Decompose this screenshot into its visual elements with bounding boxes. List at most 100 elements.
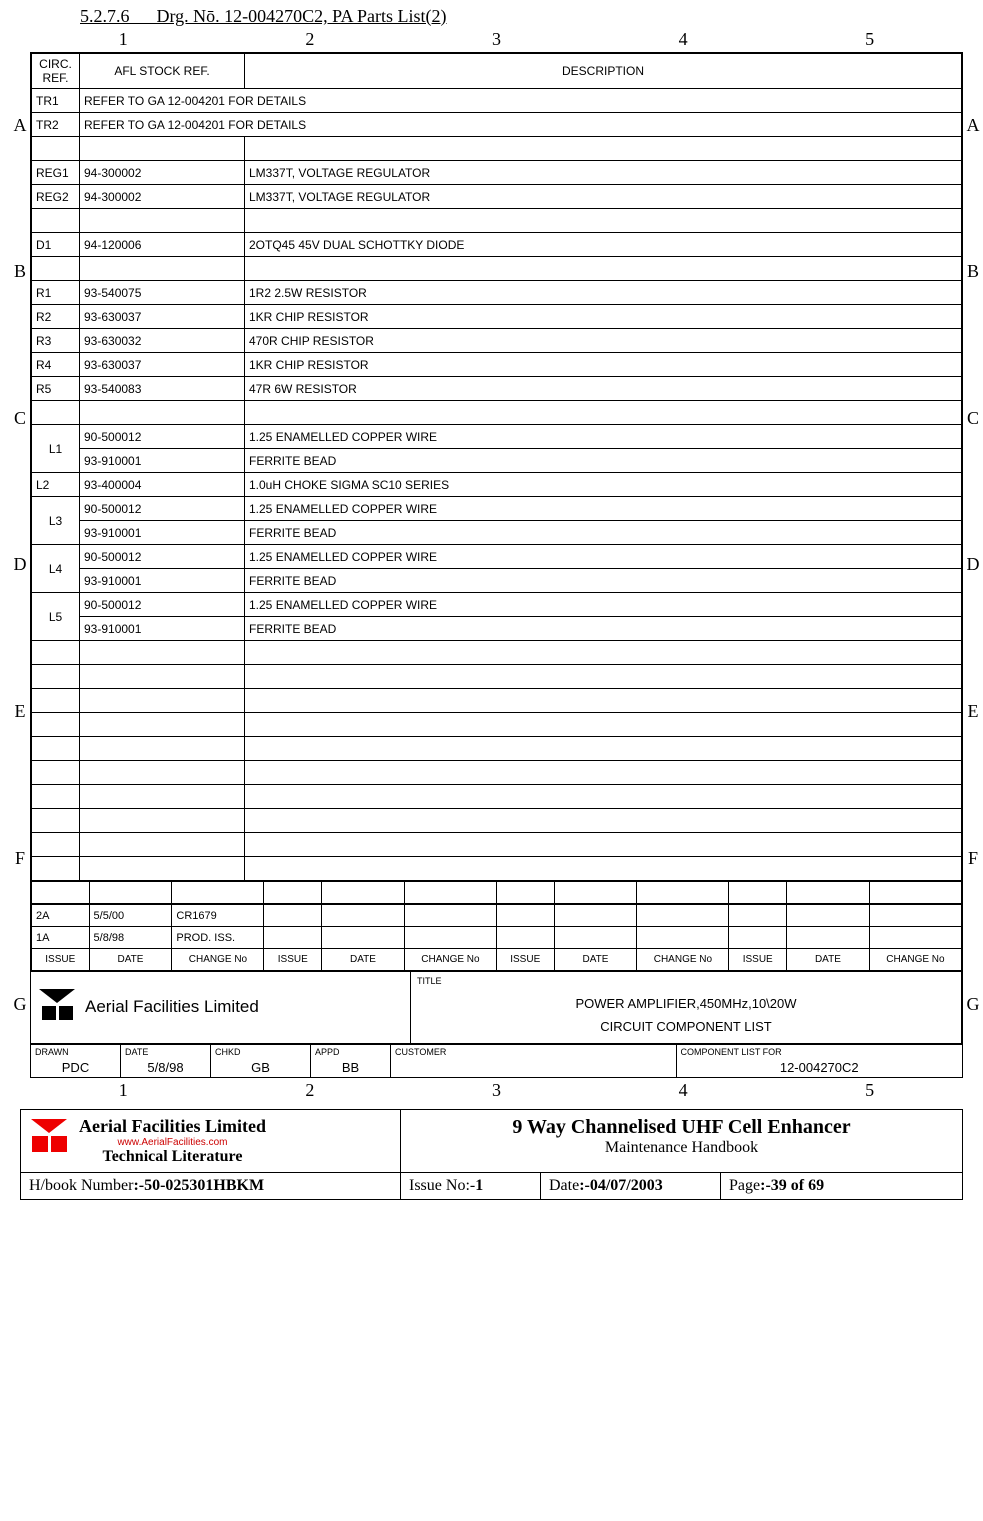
col-marker: 2 — [217, 1080, 404, 1101]
header-afl: AFL STOCK REF. — [80, 54, 245, 89]
afl-cell: 90-500012 — [80, 593, 245, 617]
footer-block: Aerial Facilities Limited www.AerialFaci… — [20, 1109, 963, 1200]
afl-cell — [80, 809, 245, 833]
col-markers-top: 12345 — [30, 29, 963, 50]
footer-company-2: Technical Literature — [79, 1148, 266, 1166]
circ-ref-cell — [32, 713, 80, 737]
afl-cell — [80, 401, 245, 425]
desc-cell: 1.25 ENAMELLED COPPER WIRE — [245, 497, 962, 521]
desc-cell — [245, 809, 962, 833]
row-marker: F — [12, 785, 28, 932]
footer-logo-cell: Aerial Facilities Limited www.AerialFaci… — [21, 1110, 401, 1172]
circ-ref-cell: L3 — [32, 497, 80, 545]
desc-cell: LM337T, VOLTAGE REGULATOR — [245, 161, 962, 185]
afl-cell: 94-300002 — [80, 185, 245, 209]
circ-ref-cell — [32, 857, 80, 881]
chkd-cell: CHKDGB — [211, 1045, 311, 1077]
afl-cell — [80, 137, 245, 161]
col-marker: 5 — [776, 29, 963, 50]
table-row: R293-6300371KR CHIP RESISTOR — [32, 305, 962, 329]
desc-cell: LM337T, VOLTAGE REGULATOR — [245, 185, 962, 209]
col-marker: 3 — [403, 29, 590, 50]
footer-company-1: Aerial Facilities Limited — [79, 1116, 266, 1137]
rev-cell: PROD. ISS. — [172, 927, 264, 949]
circ-ref-cell — [32, 809, 80, 833]
rev-cell — [89, 882, 172, 904]
desc-cell: 470R CHIP RESISTOR — [245, 329, 962, 353]
appd-cell: APPDBB — [311, 1045, 391, 1077]
desc-cell — [245, 857, 962, 881]
circ-ref-cell: R4 — [32, 353, 80, 377]
desc-cell — [245, 665, 962, 689]
rev-cell — [496, 905, 554, 927]
table-row: TR2REFER TO GA 12-004201 FOR DETAILS — [32, 113, 962, 137]
circ-ref-cell — [32, 401, 80, 425]
table-row — [32, 257, 962, 281]
desc-cell: 1.25 ENAMELLED COPPER WIRE — [245, 545, 962, 569]
table-row: R493-6300371KR CHIP RESISTOR — [32, 353, 962, 377]
circ-ref-cell — [32, 665, 80, 689]
afl-cell — [80, 257, 245, 281]
date-cell: DATE5/8/98 — [121, 1045, 211, 1077]
rev-header-cell: DATE — [554, 949, 637, 971]
table-row — [32, 137, 962, 161]
rev-cell — [264, 882, 322, 904]
desc-cell — [245, 137, 962, 161]
table-row: 93-910001FERRITE BEAD — [32, 521, 962, 545]
rev-header-cell: ISSUE — [32, 949, 90, 971]
desc-cell — [245, 713, 962, 737]
rev-cell — [496, 927, 554, 949]
row-marker: F — [965, 785, 981, 932]
row-marker: D — [12, 492, 28, 639]
row-marker: B — [965, 199, 981, 346]
table-row: 93-910001FERRITE BEAD — [32, 449, 962, 473]
footer-title-2: Maintenance Handbook — [407, 1139, 956, 1157]
drawing-frame: CIRC. REF. AFL STOCK REF. DESCRIPTION TR… — [30, 52, 963, 1078]
desc-cell — [245, 785, 962, 809]
circ-ref-cell — [32, 785, 80, 809]
title-cell: TITLE POWER AMPLIFIER,450MHz,10\20W CIRC… — [411, 972, 962, 1044]
afl-cell: 93-630037 — [80, 305, 245, 329]
afl-cell: 94-120006 — [80, 233, 245, 257]
parts-header-row: CIRC. REF. AFL STOCK REF. DESCRIPTION — [32, 54, 962, 89]
table-row — [32, 665, 962, 689]
revision-small-tbody — [32, 882, 962, 904]
rev-cell — [404, 927, 496, 949]
rev-cell — [554, 882, 637, 904]
desc-cell: FERRITE BEAD — [245, 521, 962, 545]
table-row: L590-5000121.25 ENAMELLED COPPER WIRE — [32, 593, 962, 617]
col-marker: 4 — [590, 1080, 777, 1101]
revision-table: 2A5/5/00CR16791A5/8/98PROD. ISS.ISSUEDAT… — [31, 904, 962, 971]
rev-cell — [554, 927, 637, 949]
row-markers-right: ABCDEFG — [965, 52, 981, 1078]
afl-cell: 93-540083 — [80, 377, 245, 401]
col-marker: 4 — [590, 29, 777, 50]
logo-cell: Aerial Facilities Limited — [31, 972, 411, 1044]
rev-header-cell: CHANGE No — [869, 949, 961, 971]
title-block: Aerial Facilities Limited TITLE POWER AM… — [31, 971, 962, 1044]
circ-ref-cell: D1 — [32, 233, 80, 257]
parts-tbody: TR1REFER TO GA 12-004201 FOR DETAILSTR2R… — [32, 89, 962, 881]
issue-cell: Issue No:-1 — [401, 1173, 541, 1199]
rev-cell: 1A — [32, 927, 90, 949]
row-marker: B — [12, 199, 28, 346]
table-row: R193-5400751R2 2.5W RESISTOR — [32, 281, 962, 305]
afl-cell: 93-910001 — [80, 617, 245, 641]
table-row — [32, 641, 962, 665]
afl-cell — [80, 857, 245, 881]
afl-cell: 90-500012 — [80, 497, 245, 521]
circ-ref-cell: TR2 — [32, 113, 80, 137]
title-label: TITLE — [417, 976, 955, 986]
desc-cell: 1.25 ENAMELLED COPPER WIRE — [245, 593, 962, 617]
section-heading: 5.2.7.6 Drg. Nō. 12-004270C2, PA Parts L… — [80, 6, 973, 27]
rev-cell — [729, 905, 787, 927]
desc-cell — [245, 641, 962, 665]
header-desc: DESCRIPTION — [245, 54, 962, 89]
table-row: REG194-300002LM337T, VOLTAGE REGULATOR — [32, 161, 962, 185]
rev-cell: 5/8/98 — [89, 927, 172, 949]
table-row — [32, 761, 962, 785]
table-row — [32, 785, 962, 809]
desc-cell: 1R2 2.5W RESISTOR — [245, 281, 962, 305]
rev-cell — [264, 927, 322, 949]
afl-cell — [80, 761, 245, 785]
